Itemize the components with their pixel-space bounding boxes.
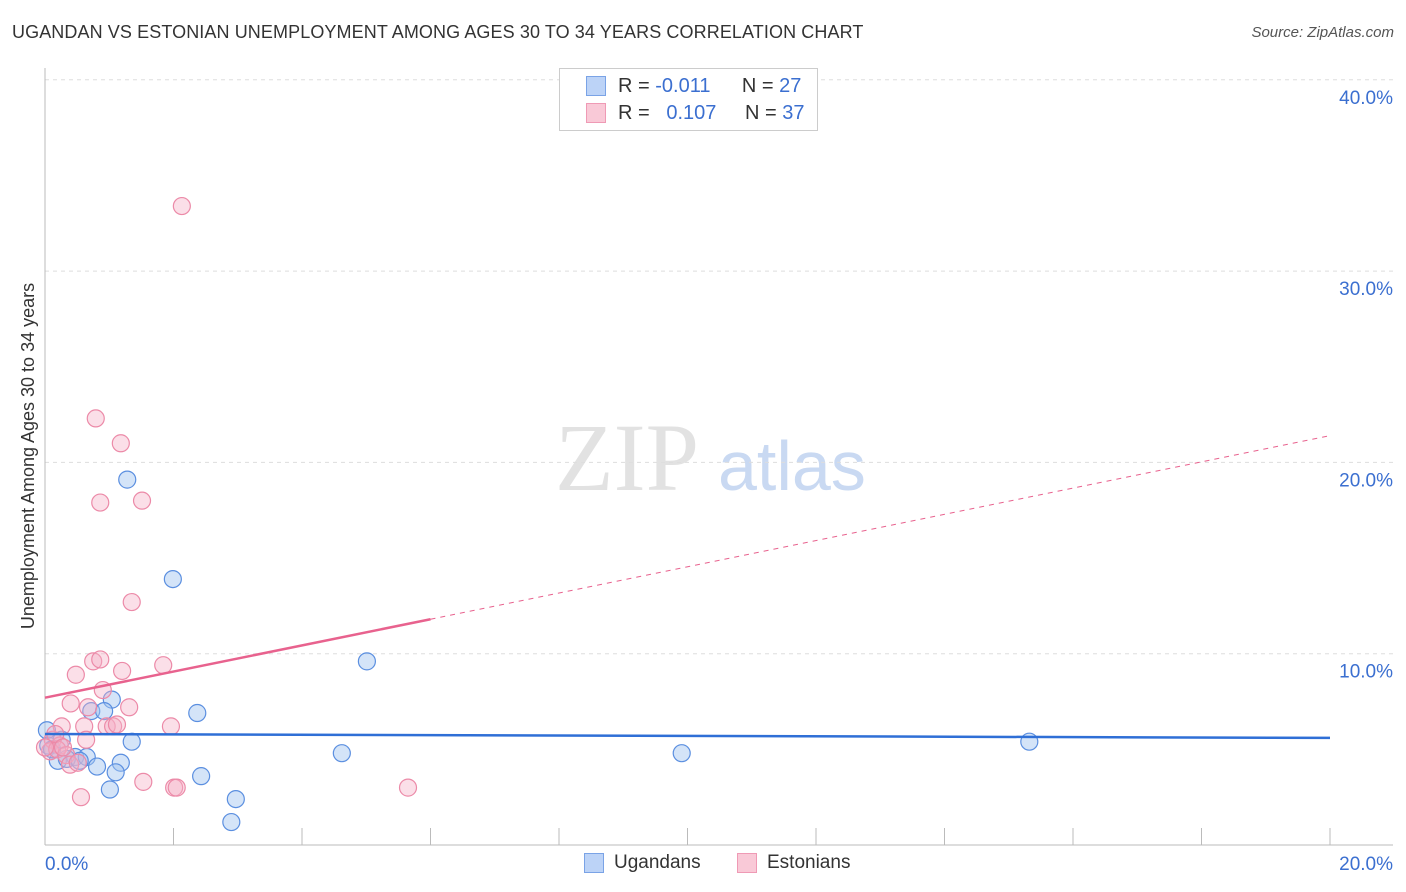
chart-title: UGANDAN VS ESTONIAN UNEMPLOYMENT AMONG A… xyxy=(12,22,864,42)
ugandans-point xyxy=(122,732,141,751)
ugandans-point xyxy=(106,763,125,782)
ugandans-point xyxy=(87,757,107,776)
n-label: N = xyxy=(741,74,774,97)
blue-swatch-icon xyxy=(584,853,604,873)
stats-legend: R = -0.011 N = 27 R = 0.107 N = 37 xyxy=(559,68,818,131)
legend-row-ugandans: R = -0.011 N = 27 xyxy=(586,73,801,99)
estonians-point xyxy=(112,661,132,681)
ugandans-point xyxy=(332,744,351,763)
estonians-point xyxy=(71,788,91,807)
estonians-point xyxy=(77,730,96,749)
estonians-point xyxy=(122,592,141,612)
n-value: 27 xyxy=(779,74,802,97)
r-label: R = xyxy=(618,101,650,124)
estonians-point xyxy=(167,778,186,797)
pink-swatch-icon xyxy=(586,103,606,123)
estonians-point xyxy=(107,715,127,734)
y-tick-label: 40.0% xyxy=(1339,88,1393,109)
n-value: 37 xyxy=(782,101,805,124)
estonians-point xyxy=(53,738,73,757)
estonians-trend-line xyxy=(44,618,431,699)
legend-estonians: Estonians xyxy=(737,852,850,874)
estonians-point xyxy=(35,738,55,757)
y-tick-label: 20.0% xyxy=(1339,470,1393,491)
estonians-point xyxy=(134,772,153,791)
ugandans-trend-line xyxy=(44,732,1331,740)
pink-swatch-icon xyxy=(737,853,757,873)
estonians-point xyxy=(84,652,103,671)
estonians-point xyxy=(172,196,191,216)
y-axis-label: Unemployment Among Ages 30 to 34 years xyxy=(18,283,38,629)
estonians-point xyxy=(91,493,110,512)
ugandans-point xyxy=(163,569,182,589)
estonians-point xyxy=(78,698,98,717)
legend-ugandans: Ugandans xyxy=(584,852,701,874)
ugandans-point xyxy=(357,652,376,671)
ugandans-point xyxy=(222,812,241,832)
blue-swatch-icon xyxy=(586,76,606,96)
y-tick-label: 10.0% xyxy=(1339,662,1393,683)
ugandans-point xyxy=(188,703,207,723)
r-label: R = xyxy=(618,74,650,97)
ugandans-point xyxy=(192,767,211,786)
x-tick-label: 0.0% xyxy=(45,854,88,875)
x-tick-label: 20.0% xyxy=(1339,854,1393,875)
estonians-point xyxy=(154,656,173,675)
watermark-zip: ZIP xyxy=(555,404,699,511)
n-label: N = xyxy=(745,101,777,124)
y-tick-label: 30.0% xyxy=(1339,279,1393,300)
r-value: 0.107 xyxy=(666,101,717,124)
legend-label: Ugandans xyxy=(614,852,701,873)
ugandans-point xyxy=(100,780,119,799)
ugandans-point xyxy=(118,470,137,489)
estonians-point xyxy=(161,717,181,736)
legend-row-estonians: R = 0.107 N = 37 xyxy=(586,100,805,126)
estonians-point xyxy=(91,650,110,669)
estonians-point xyxy=(120,698,139,717)
estonians-point xyxy=(61,694,80,713)
ugandans-point xyxy=(672,744,691,763)
ugandans-point xyxy=(226,789,245,809)
source-label: Source: ZipAtlas.com xyxy=(1251,24,1394,41)
estonians-point xyxy=(398,778,418,797)
estonians-point xyxy=(66,665,85,684)
estonians-trend-extension xyxy=(430,435,1331,620)
ugandans-point xyxy=(95,701,114,721)
legend-label: Estonians xyxy=(767,852,851,873)
estonians-point xyxy=(86,409,105,428)
estonians-point xyxy=(68,753,87,772)
ugandans-point xyxy=(111,753,130,772)
r-value: -0.011 xyxy=(655,74,711,97)
estonians-point xyxy=(132,491,152,510)
estonians-point xyxy=(111,434,130,453)
watermark-atlas: atlas xyxy=(718,427,866,505)
